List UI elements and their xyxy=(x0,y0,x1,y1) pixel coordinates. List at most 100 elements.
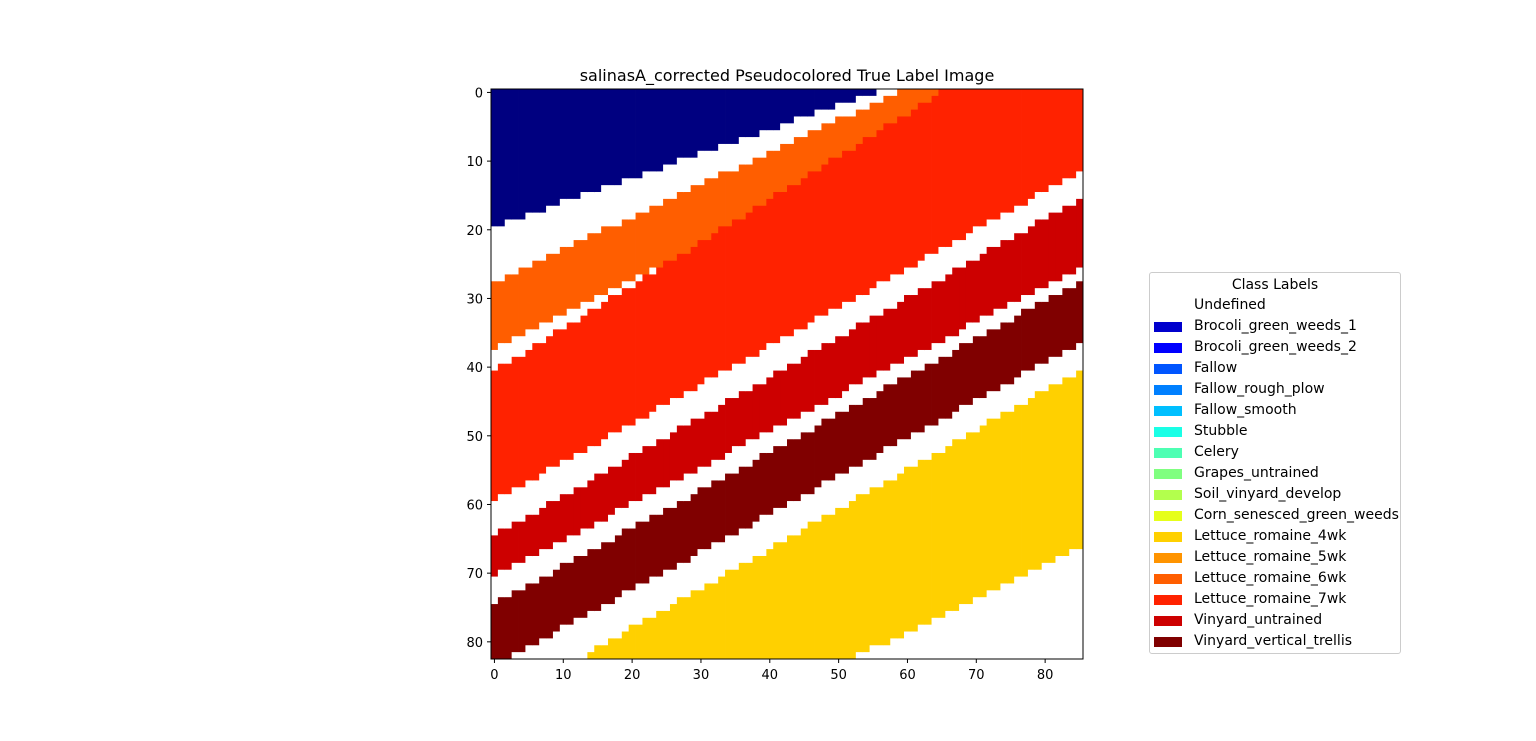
pixel-run xyxy=(738,363,747,392)
y-tick-label: 10 xyxy=(466,155,483,170)
pixel-run xyxy=(683,473,692,502)
pixel-run xyxy=(1076,198,1084,268)
pixel-run xyxy=(628,425,636,454)
pixel-run xyxy=(649,494,657,516)
pixel-run xyxy=(711,233,719,378)
pixel-run xyxy=(752,459,760,523)
pixel-run xyxy=(704,89,712,152)
pixel-run xyxy=(504,494,513,529)
pixel-run xyxy=(539,212,547,262)
legend-item: Vinyard_vertical_trellis xyxy=(1154,632,1399,653)
pixel-run xyxy=(917,102,926,262)
pixel-run xyxy=(704,377,712,413)
pixel-run xyxy=(1000,89,1008,214)
pixel-run xyxy=(800,411,809,433)
pixel-run xyxy=(497,528,506,571)
pixel-run xyxy=(945,446,953,612)
legend-swatch xyxy=(1154,343,1182,353)
pixel-run xyxy=(897,638,905,660)
pixel-run xyxy=(614,507,623,536)
pixel-run xyxy=(711,150,719,179)
pixel-run xyxy=(876,391,884,454)
pixel-run xyxy=(793,501,802,536)
pixel-run xyxy=(491,281,499,351)
pixel-run xyxy=(663,439,671,488)
pixel-run xyxy=(573,198,581,241)
legend-item: Lettuce_romaine_7wk xyxy=(1154,590,1399,611)
legend-swatch xyxy=(1154,490,1182,500)
pixel-run xyxy=(580,617,588,660)
pixel-run xyxy=(718,143,726,172)
pixel-run xyxy=(869,645,877,660)
pixel-run xyxy=(704,466,712,488)
pixel-run xyxy=(704,240,712,378)
pixel-run xyxy=(842,116,850,152)
pixel-run xyxy=(614,535,623,598)
pixel-run xyxy=(883,446,891,481)
pixel-run xyxy=(1076,343,1084,371)
pixel-run xyxy=(738,391,747,447)
pixel-run xyxy=(608,288,616,296)
pixel-run xyxy=(559,459,568,495)
legend-title: Class Labels xyxy=(1231,277,1319,293)
pixel-run xyxy=(862,652,870,660)
pixel-run xyxy=(628,452,636,502)
pixel-run xyxy=(690,89,698,159)
pixel-run xyxy=(766,432,774,454)
pixel-run xyxy=(821,123,829,165)
pixel-run xyxy=(731,219,740,365)
pixel-run xyxy=(594,473,602,523)
pixel-run xyxy=(945,610,953,660)
pixel-run xyxy=(1048,281,1056,296)
pixel-run xyxy=(787,501,795,536)
pixel-run xyxy=(594,295,602,310)
pixel-run xyxy=(910,432,919,468)
pixel-run xyxy=(897,301,905,365)
pixel-run xyxy=(711,178,719,234)
pixel-run xyxy=(821,109,829,124)
pixel-run xyxy=(793,185,802,330)
pixel-run xyxy=(924,288,932,351)
pixel-run xyxy=(945,336,953,358)
pixel-run xyxy=(518,89,526,220)
pixel-run xyxy=(897,473,905,639)
pixel-run xyxy=(594,645,602,660)
x-tick-label: 50 xyxy=(830,668,847,683)
pixel-run xyxy=(855,95,864,110)
pixel-run xyxy=(993,219,1001,248)
pixel-run xyxy=(635,274,643,282)
pixel-run xyxy=(704,178,712,241)
pixel-run xyxy=(780,89,788,124)
pixel-run xyxy=(821,404,829,420)
pixel-run xyxy=(766,150,774,200)
pixel-run xyxy=(546,253,554,323)
pixel-run xyxy=(897,116,905,275)
pixel-run xyxy=(559,329,568,461)
pixel-run xyxy=(608,638,616,660)
pixel-run xyxy=(601,604,609,646)
pixel-run xyxy=(1014,233,1022,303)
pixel-run xyxy=(525,583,533,646)
pixel-run xyxy=(663,89,671,165)
pixel-run xyxy=(525,267,533,330)
pixel-run xyxy=(518,487,526,523)
pixel-run xyxy=(1062,349,1070,378)
pixel-run xyxy=(828,89,836,110)
pixel-run xyxy=(821,315,829,344)
pixel-run xyxy=(1041,301,1049,365)
pixel-run xyxy=(883,123,891,282)
pixel-run xyxy=(1076,89,1084,172)
pixel-run xyxy=(1000,212,1008,241)
pixel-run xyxy=(821,164,829,317)
pixel-run xyxy=(1021,295,1029,310)
pixel-run xyxy=(532,583,540,646)
pixel-run xyxy=(532,329,540,344)
pixel-run xyxy=(752,157,760,207)
pixel-run xyxy=(697,487,705,550)
pixel-run xyxy=(491,89,499,227)
pixel-run xyxy=(835,89,843,104)
pixel-run xyxy=(552,501,561,543)
pixel-run xyxy=(1048,562,1056,660)
pixel-run xyxy=(552,631,561,660)
pixel-run xyxy=(876,315,884,371)
